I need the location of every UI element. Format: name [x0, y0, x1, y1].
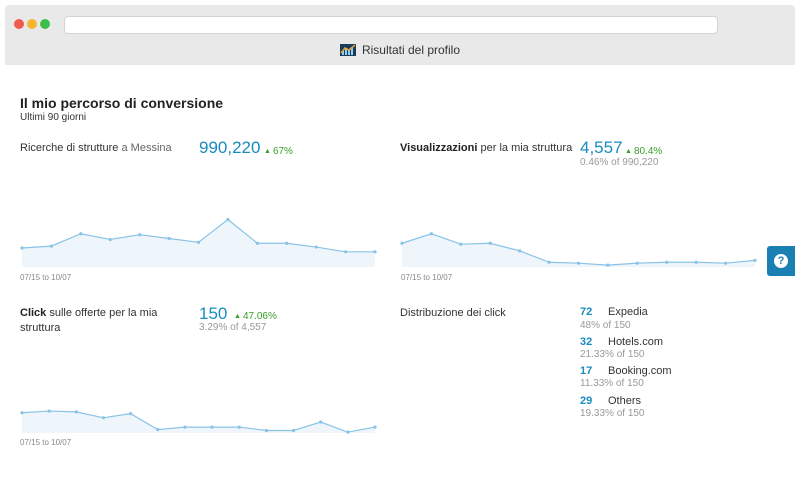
- clicks-change-value: 47.06%: [242, 311, 277, 322]
- distribution-pct: 48% of 150: [580, 320, 631, 331]
- clicks-label: Click sulle offerte per la mia struttura: [20, 306, 180, 336]
- searches-label-text: Ricerche di strutture: [20, 142, 119, 154]
- searches-data-point[interactable]: [79, 232, 83, 236]
- searches-value: 990,220: [199, 138, 261, 157]
- distribution-name: Others: [608, 395, 642, 407]
- clicks-ratio: 3.29% of 4,557: [199, 322, 267, 333]
- searches-change-value: 67%: [272, 146, 293, 157]
- clicks-data-point[interactable]: [47, 409, 51, 413]
- clicks-data-point[interactable]: [20, 411, 24, 415]
- clicks-data-point[interactable]: [291, 428, 296, 433]
- views-data-point[interactable]: [635, 261, 639, 265]
- distribution-name: Expedia: [608, 306, 648, 318]
- distribution-name: Hotels.com: [608, 336, 664, 348]
- searches-data-point[interactable]: [138, 233, 142, 237]
- clicks-data-point[interactable]: [156, 428, 160, 432]
- searches-data-point[interactable]: [20, 246, 24, 250]
- clicks-date-range: 07/15 to 10/07: [20, 438, 72, 447]
- searches-data-point[interactable]: [255, 241, 259, 245]
- searches-data-point[interactable]: [314, 245, 318, 249]
- searches-data-point[interactable]: [196, 240, 201, 244]
- views-data-point[interactable]: [723, 261, 728, 265]
- clicks-sparkline: [20, 409, 377, 434]
- views-date-range: 07/15 to 10/07: [401, 273, 453, 282]
- searches-date-range: 07/15 to 10/07: [20, 273, 72, 282]
- searches-data-point[interactable]: [373, 250, 377, 254]
- clicks-data-point[interactable]: [319, 420, 323, 424]
- clicks-series-line: [21, 410, 376, 433]
- close-window-icon[interactable]: [14, 19, 24, 29]
- clicks-data-point[interactable]: [183, 425, 187, 429]
- searches-data-point[interactable]: [49, 244, 54, 248]
- distribution-pct: 19.33% of 150: [580, 408, 645, 419]
- maximize-window-icon[interactable]: [40, 19, 50, 29]
- distribution-count: 29: [580, 395, 593, 407]
- searches-data-point[interactable]: [285, 241, 289, 245]
- views-ratio: 0.46% of 990,220: [580, 157, 659, 168]
- views-data-point[interactable]: [694, 260, 698, 264]
- page-content: [5, 65, 795, 485]
- help-button[interactable]: ?: [767, 246, 795, 276]
- views-area: [402, 233, 755, 267]
- clicks-data-point[interactable]: [129, 411, 133, 416]
- views-label: Visualizzazioni per la mia struttura: [400, 141, 572, 156]
- clicks-label-bold: Click: [20, 307, 47, 319]
- views-data-point[interactable]: [400, 241, 404, 245]
- views-change: ▲ 80.4%: [625, 146, 662, 157]
- searches-data-point[interactable]: [226, 217, 230, 222]
- tab-title: Risultati del profilo: [5, 43, 795, 57]
- clicks-data-point[interactable]: [74, 410, 78, 414]
- views-label-bold: Visualizzazioni: [400, 142, 478, 154]
- views-data-point[interactable]: [488, 241, 492, 245]
- up-arrow-icon: ▲: [264, 148, 271, 155]
- minimize-window-icon[interactable]: [27, 19, 37, 29]
- help-icon: ?: [774, 254, 788, 268]
- views-data-point[interactable]: [606, 263, 610, 267]
- distribution-count: 17: [580, 365, 593, 377]
- searches-data-point[interactable]: [167, 236, 171, 241]
- clicks-value: 150: [199, 304, 228, 323]
- clicks-data-point[interactable]: [264, 428, 268, 433]
- views-change-value: 80.4%: [633, 146, 663, 157]
- up-arrow-icon: ▲: [234, 313, 241, 320]
- views-label-text: per la mia struttura: [480, 142, 573, 154]
- tab-title-text: Risultati del profilo: [361, 43, 461, 57]
- clicks-change: ▲ 47.06%: [234, 311, 277, 322]
- views-data-point[interactable]: [459, 242, 463, 246]
- distribution-count: 32: [580, 336, 593, 348]
- clicks-area: [22, 411, 375, 433]
- distribution-count: 72: [580, 306, 593, 318]
- distribution-title: Distribuzione dei click: [400, 307, 506, 319]
- chart-icon: [339, 44, 356, 56]
- views-sparkline: [400, 232, 757, 267]
- searches-data-point[interactable]: [108, 237, 112, 242]
- clicks-data-point[interactable]: [210, 425, 214, 429]
- clicks-label-text: sulle offerte per la mia struttura: [20, 307, 158, 334]
- page-title: Il mio percorso di conversione: [20, 95, 224, 111]
- distribution-pct: 11.33% of 150: [580, 378, 644, 389]
- views-data-point[interactable]: [665, 260, 669, 264]
- clicks-data-point[interactable]: [346, 430, 350, 434]
- searches-sparkline: [20, 217, 377, 267]
- clicks-data-point[interactable]: [101, 416, 106, 420]
- distribution-pct: 21.33% of 150: [580, 349, 645, 360]
- views-data-point[interactable]: [576, 261, 581, 265]
- searches-change: ▲ 67%: [264, 146, 293, 157]
- searches-data-point[interactable]: [343, 250, 348, 254]
- period-label: Ultimi 90 giorni: [20, 112, 87, 123]
- views-data-point[interactable]: [429, 232, 434, 236]
- searches-location: a Messina: [121, 142, 172, 154]
- searches-label: Ricerche di strutture a Messina: [20, 141, 172, 156]
- views-data-point[interactable]: [753, 258, 757, 262]
- clicks-data-point[interactable]: [237, 425, 241, 429]
- clicks-data-point[interactable]: [373, 425, 377, 429]
- views-value: 4,557: [580, 138, 623, 157]
- distribution-name: Booking.com: [608, 365, 672, 377]
- views-data-point[interactable]: [518, 249, 522, 253]
- views-data-point[interactable]: [547, 260, 551, 264]
- browser-chrome: Risultati del profilo: [5, 5, 795, 65]
- up-arrow-icon: ▲: [625, 148, 632, 155]
- address-bar[interactable]: [64, 16, 718, 34]
